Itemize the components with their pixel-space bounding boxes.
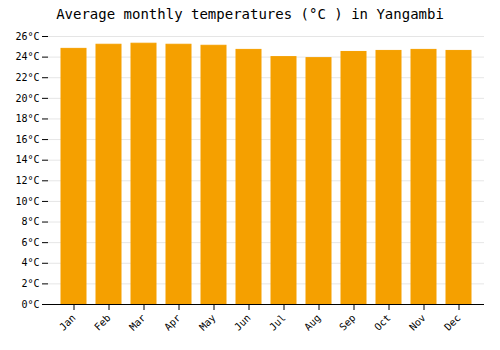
svg-text:26°C: 26°C	[15, 31, 39, 42]
svg-text:Oct: Oct	[372, 312, 393, 333]
svg-text:Apr: Apr	[162, 312, 183, 333]
svg-text:Jun: Jun	[232, 312, 253, 333]
svg-text:Jan: Jan	[57, 312, 78, 333]
svg-text:18°C: 18°C	[15, 113, 39, 124]
svg-text:10°C: 10°C	[15, 196, 39, 207]
svg-text:8°C: 8°C	[21, 216, 39, 227]
html-text:Average monthly temperatures (: Average monthly temperatures (°C ) in Ya…	[56, 6, 444, 22]
svg-text:20°C: 20°C	[15, 93, 39, 104]
svg-text:Jul: Jul	[267, 312, 288, 333]
svg-text:16°C: 16°C	[15, 134, 39, 145]
svg-text:24°C: 24°C	[15, 51, 39, 62]
svg-text:Feb: Feb	[92, 312, 113, 333]
svg-text:2°C: 2°C	[21, 278, 39, 289]
svg-text:0°C: 0°C	[21, 299, 39, 310]
svg-text:Aug: Aug	[302, 312, 323, 333]
svg-text:Dec: Dec	[442, 312, 463, 333]
svg-text:14°C: 14°C	[15, 154, 39, 165]
svg-text:12°C: 12°C	[15, 175, 39, 186]
svg-text:Sep: Sep	[337, 312, 358, 333]
svg-text:Mar: Mar	[127, 312, 148, 333]
svg-text:22°C: 22°C	[15, 72, 39, 83]
svg-text:Nov: Nov	[407, 312, 428, 333]
svg-text:May: May	[197, 312, 218, 333]
svg-text:4°C: 4°C	[21, 257, 39, 268]
svg-text:6°C: 6°C	[21, 237, 39, 248]
